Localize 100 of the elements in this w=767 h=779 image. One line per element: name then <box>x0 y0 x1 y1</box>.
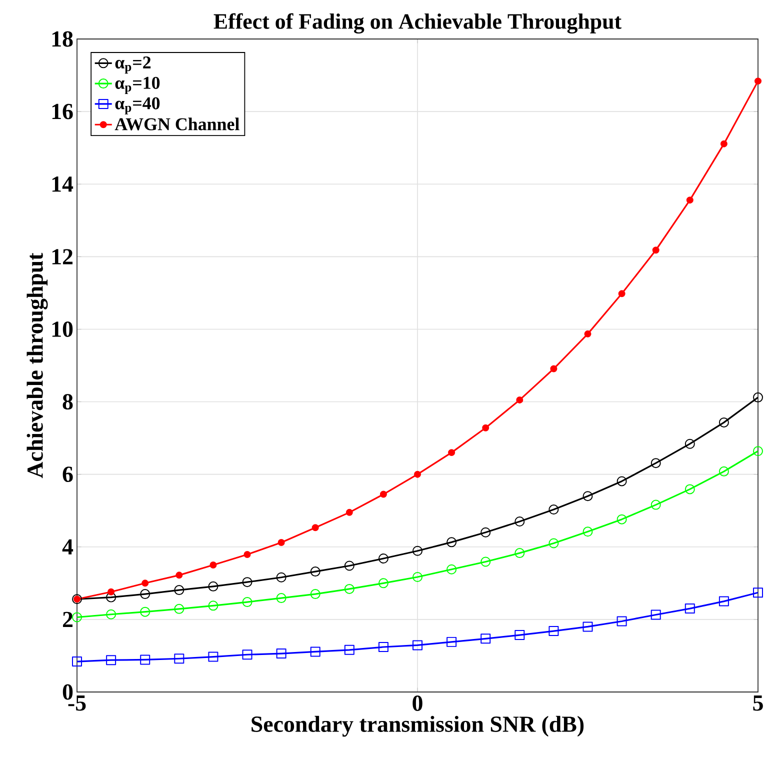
point <box>548 504 559 515</box>
point <box>244 551 251 558</box>
legend-label: α$_{p}$=2 <box>115 56 151 74</box>
y-tick-label: 18 <box>52 31 73 47</box>
point <box>208 581 218 592</box>
y-tick-label: 4 <box>62 539 74 554</box>
point <box>378 578 388 588</box>
point <box>514 516 525 526</box>
point <box>344 560 354 571</box>
point <box>718 596 729 606</box>
point <box>276 593 286 604</box>
point <box>448 449 456 456</box>
point <box>582 622 593 632</box>
point <box>754 78 762 85</box>
point <box>686 196 694 204</box>
y-tick-label: 8 <box>62 394 73 410</box>
point <box>684 438 695 449</box>
point <box>106 609 116 620</box>
point <box>582 491 593 502</box>
x-tick-label: 0 <box>412 696 422 711</box>
point <box>548 626 559 636</box>
point <box>174 654 184 664</box>
legend-label: α$_{p}$=40 <box>115 97 160 114</box>
point <box>482 424 490 432</box>
point <box>446 537 457 548</box>
point <box>720 140 728 148</box>
point <box>140 606 150 617</box>
point <box>584 330 592 338</box>
point <box>346 508 353 516</box>
point <box>550 365 558 372</box>
y-axis-title: Achievable throughput <box>26 252 48 478</box>
point <box>446 564 457 574</box>
point <box>718 417 729 428</box>
point <box>174 585 184 596</box>
y-tick-label: 12 <box>52 249 72 264</box>
y-tick-label: 2 <box>62 612 72 628</box>
point <box>276 572 286 582</box>
point <box>140 589 150 600</box>
point <box>142 580 149 587</box>
x-axis-title: Secondary transmission SNR (dB) <box>252 716 584 737</box>
point <box>174 604 184 614</box>
point <box>650 610 661 620</box>
point <box>412 572 423 582</box>
point <box>106 655 116 666</box>
point <box>378 642 388 652</box>
point <box>210 562 217 569</box>
x-tick-label: 5 <box>753 696 763 711</box>
point <box>276 648 286 659</box>
point <box>616 514 627 524</box>
point <box>72 612 82 622</box>
point <box>652 246 660 254</box>
chart-title: Effect of Fading on Achievable Throughput <box>214 13 622 34</box>
point <box>278 539 285 546</box>
point <box>310 589 320 600</box>
point <box>684 604 695 614</box>
point <box>753 588 764 598</box>
legend-label: α$_{p}$=10 <box>115 76 160 94</box>
point <box>514 630 525 640</box>
point <box>310 566 320 577</box>
point <box>753 392 764 402</box>
point <box>344 644 354 655</box>
point <box>72 656 82 667</box>
point <box>684 484 695 494</box>
point <box>616 616 627 626</box>
point <box>480 527 491 538</box>
point <box>380 490 387 498</box>
point <box>414 470 422 478</box>
point <box>242 577 252 588</box>
point <box>548 538 559 548</box>
point <box>208 600 218 611</box>
point <box>480 634 491 644</box>
point <box>140 654 150 665</box>
point <box>108 588 115 596</box>
point <box>176 572 183 579</box>
point <box>480 556 491 567</box>
point <box>718 466 729 476</box>
point <box>344 584 354 594</box>
point <box>618 290 626 298</box>
point <box>378 553 388 564</box>
point <box>650 458 661 468</box>
point <box>242 650 252 660</box>
point <box>582 526 593 537</box>
y-tick-label: 16 <box>52 104 73 120</box>
point <box>208 652 218 662</box>
point <box>412 546 423 556</box>
y-tick-label: 14 <box>52 176 74 192</box>
point <box>514 548 525 558</box>
point <box>242 597 252 608</box>
point <box>446 636 457 647</box>
point <box>650 500 661 510</box>
point <box>753 446 764 456</box>
point <box>616 476 627 486</box>
point <box>312 524 319 532</box>
point <box>310 646 320 657</box>
point <box>412 640 423 650</box>
y-tick-label: 10 <box>52 321 73 337</box>
legend-label: AWGN Channel <box>114 118 240 130</box>
point <box>106 592 116 602</box>
y-tick-label: 6 <box>62 466 73 482</box>
point <box>516 396 524 404</box>
